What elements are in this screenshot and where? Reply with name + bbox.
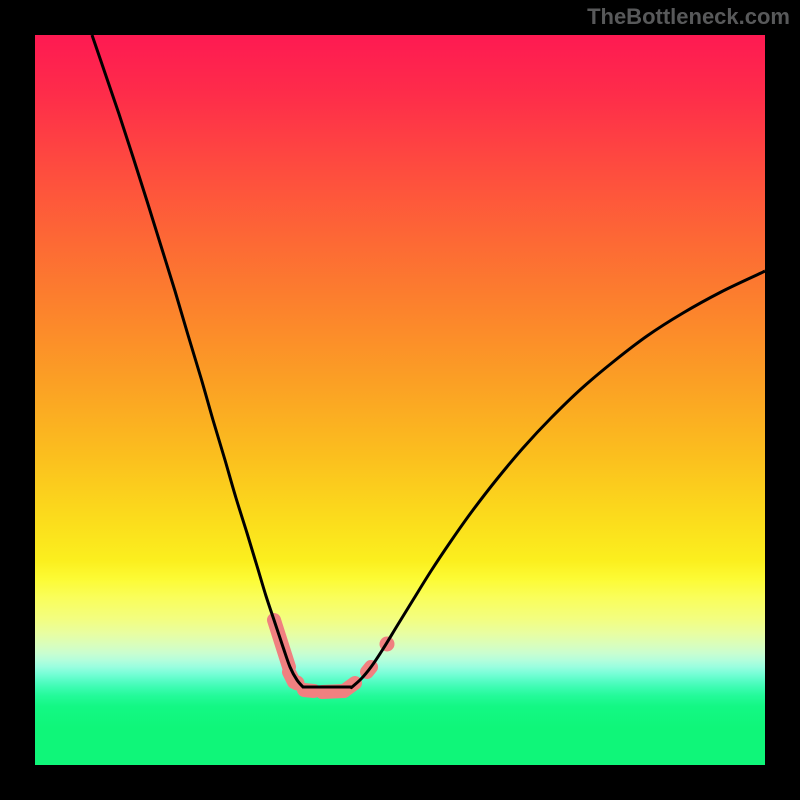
highlight-segment [304,690,314,691]
watermark-text: TheBottleneck.com [587,4,790,30]
v-curve [92,35,765,688]
curve-layer [35,35,765,765]
highlight-segments [274,620,395,692]
frame: TheBottleneck.com [0,0,800,800]
plot-area [35,35,765,765]
